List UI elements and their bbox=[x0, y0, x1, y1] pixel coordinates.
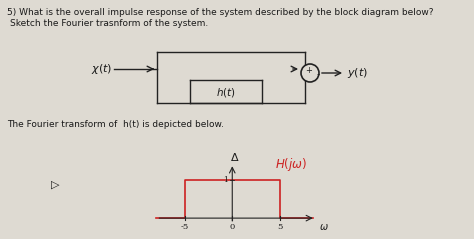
Text: 5) What is the overall impulse response of the system described by the block dia: 5) What is the overall impulse response … bbox=[7, 8, 434, 17]
Text: $y(t)$: $y(t)$ bbox=[347, 66, 368, 80]
Text: 5: 5 bbox=[277, 223, 283, 231]
Circle shape bbox=[301, 64, 319, 82]
Text: $\Delta$: $\Delta$ bbox=[230, 151, 240, 163]
Text: Sketch the Fourier trasnform of the system.: Sketch the Fourier trasnform of the syst… bbox=[10, 19, 208, 28]
Text: -5: -5 bbox=[181, 223, 189, 231]
Text: $\triangleright$: $\triangleright$ bbox=[50, 179, 60, 191]
Text: +: + bbox=[306, 66, 312, 75]
Text: $\omega$: $\omega$ bbox=[319, 222, 329, 232]
Text: 1: 1 bbox=[224, 176, 228, 184]
Text: $h(t)$: $h(t)$ bbox=[216, 86, 236, 99]
Text: 0: 0 bbox=[229, 223, 235, 231]
Text: $H(j\omega)$: $H(j\omega)$ bbox=[275, 156, 307, 173]
Text: -: - bbox=[317, 71, 320, 80]
Text: $\chi(t)$: $\chi(t)$ bbox=[91, 62, 112, 76]
Text: The Fourier transform of  h(t) is depicted below.: The Fourier transform of h(t) is depicte… bbox=[7, 120, 224, 129]
